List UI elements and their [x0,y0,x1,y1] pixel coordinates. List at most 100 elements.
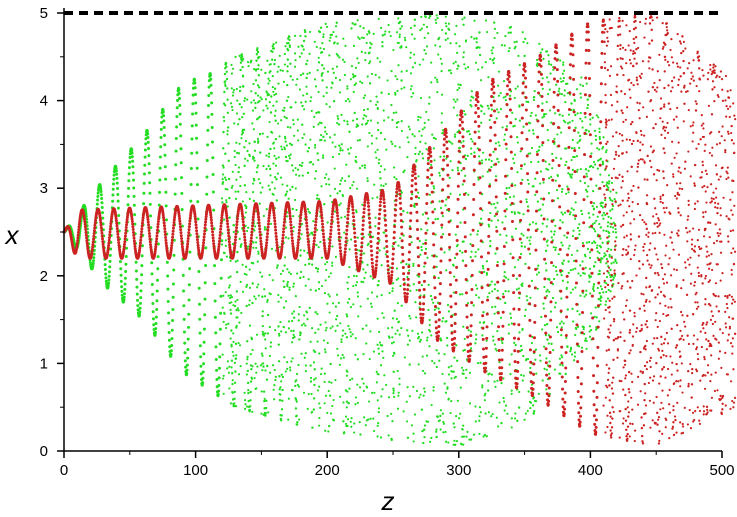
scatter-point [467,193,470,196]
scatter-point [445,320,448,323]
scatter-point [331,404,334,408]
data-point [296,246,300,250]
scatter-point [518,63,521,67]
data-point [407,258,411,262]
data-point [343,253,347,257]
data-point [600,204,603,208]
data-point [457,160,461,164]
scatter-point [243,99,246,102]
data-point [227,234,231,238]
scatter-point [538,354,542,357]
data-point [147,223,151,227]
data-point [558,113,561,116]
scatter-point [296,118,299,121]
scatter-point [298,418,301,421]
data-point [235,308,238,312]
scatter-point [452,62,455,65]
scatter-point [546,128,549,132]
data-point [431,221,435,225]
data-point [147,154,151,158]
scatter-point [232,354,235,357]
scatter-point [579,83,582,86]
scatter-point [502,377,505,380]
scatter-point [443,251,446,254]
scatter-point [223,119,226,122]
scatter-point [447,373,451,376]
scatter-point [369,302,373,305]
data-point [338,242,342,246]
scatter-point [367,400,371,403]
scatter-point [380,264,383,267]
data-point [439,271,443,275]
data-point [147,162,151,166]
scatter-point [266,300,269,303]
scatter-point [370,134,373,137]
scatter-point [282,280,285,283]
data-point [133,222,137,226]
scatter-point [469,256,472,259]
scatter-point [348,297,351,301]
scatter-point [229,402,232,405]
data-point [138,306,142,310]
scatter-point [365,122,369,125]
scatter-point [346,287,350,290]
data-point [280,242,284,246]
scatter-point [461,259,465,262]
scatter-point [227,322,230,325]
data-point [429,154,433,158]
data-point [354,248,358,252]
data-point [269,147,272,151]
scatter-point [284,137,287,140]
scatter-point [253,295,256,298]
scatter-point [566,122,570,125]
scatter-point [445,269,448,272]
data-point [231,372,234,375]
scatter-point [317,90,320,94]
scatter-point [558,87,561,90]
data-point [405,295,409,299]
scatter-point [478,419,481,422]
data-point [385,250,389,254]
scatter-point [560,297,563,300]
scatter-point [273,114,277,117]
data-point [401,266,405,270]
scatter-point [244,403,247,406]
data-point [90,247,94,251]
scatter-point [343,215,347,218]
data-point [116,238,120,242]
scatter-point [266,135,269,138]
scatter-point [283,52,286,56]
data-point [233,381,237,385]
scatter-point [351,119,355,122]
data-point [167,321,171,325]
scatter-point [576,141,579,144]
scatter-point [518,390,521,394]
data-point [471,213,475,217]
scatter-point [439,428,442,431]
scatter-point [320,367,323,370]
scatter-point [316,270,319,273]
data-point [428,147,432,151]
scatter-point [268,292,271,295]
data-point [243,164,246,168]
scatter-point [424,142,427,145]
data-point [402,277,406,281]
data-point [345,220,349,224]
data-point [281,388,284,392]
data-point [309,380,313,383]
data-point [534,348,538,351]
data-point [288,214,292,218]
scatter-point [504,404,508,407]
scatter-point [225,199,228,202]
scatter-point [444,15,447,18]
data-point [195,136,199,140]
scatter-point [571,234,575,238]
data-point [225,214,229,218]
scatter-point [362,281,365,284]
scatter-point [226,133,229,136]
data-point [145,129,149,133]
scatter-point [554,112,557,115]
data-point [352,215,356,219]
scatter-point [340,143,343,146]
